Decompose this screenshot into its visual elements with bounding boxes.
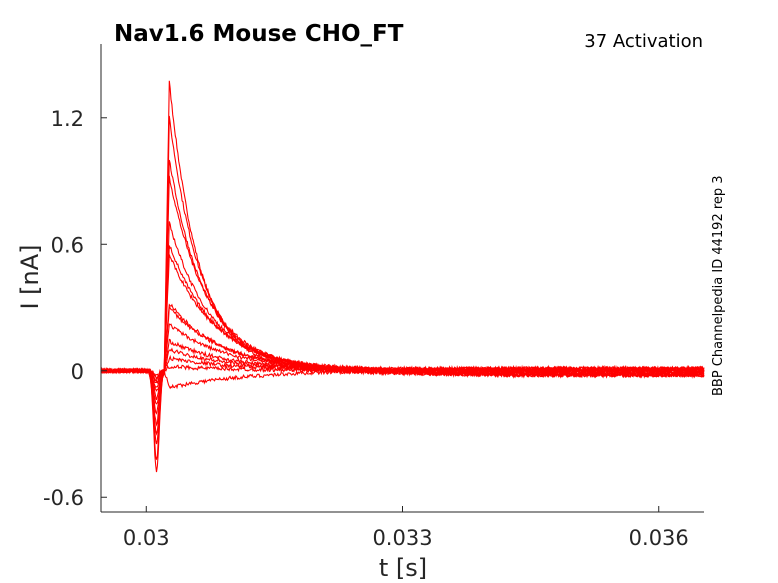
side-label: BBP Channelpedia ID 44192 rep 3 [711, 175, 726, 396]
y-tick-label: 0.6 [51, 233, 84, 257]
trace-group [100, 80, 705, 473]
y-tick-label: -0.6 [43, 486, 84, 510]
y-tick-label: 0 [71, 360, 84, 384]
x-tick-label: 0.036 [629, 526, 689, 550]
chart-title: Nav1.6 Mouse CHO_FT [114, 21, 404, 47]
protocol-annotation: 37 Activation [584, 31, 703, 52]
x-axis-label: t [s] [379, 554, 427, 582]
x-tick-label: 0.033 [372, 526, 432, 550]
current-trace [100, 364, 705, 390]
x-tick-label: 0.03 [123, 526, 170, 550]
tick-group: 0.03 0.033 0.036 -0.6 0 0.6 1.2 [43, 107, 689, 550]
y-axis-label: I [nA] [16, 244, 44, 309]
y-tick-label: 1.2 [51, 107, 84, 131]
